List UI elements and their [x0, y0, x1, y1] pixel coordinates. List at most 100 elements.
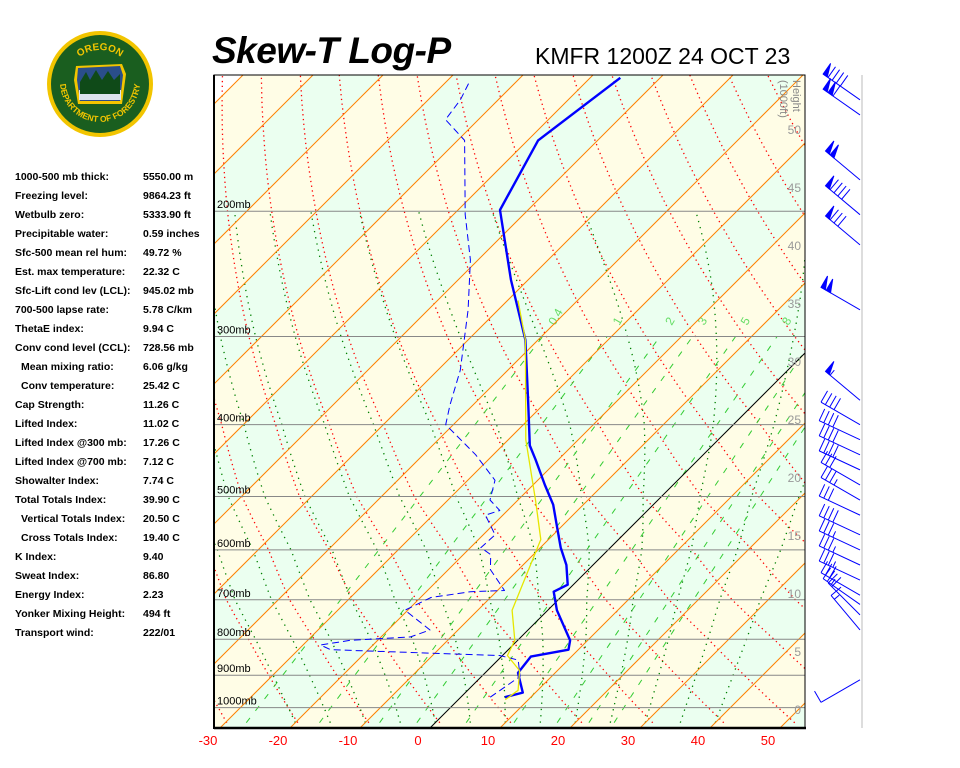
stat-value: 11.02 C [143, 418, 180, 430]
moist-adiabat [214, 297, 366, 723]
wind-barb-feather [830, 586, 842, 596]
dry-adiabat [221, 75, 441, 724]
wind-barb-feather [820, 561, 828, 573]
wind-barb-feather [827, 488, 835, 501]
wind-barb [820, 450, 861, 486]
wind-barb-staff [822, 88, 861, 116]
dry-adiabat [214, 395, 370, 724]
temperature-tick-label: 40 [691, 733, 705, 748]
stat-label: Vertical Totals Index: [21, 513, 126, 525]
wind-barb-feather [832, 510, 839, 523]
temperature-band [780, 703, 805, 728]
wind-barb-staff [820, 477, 861, 501]
stat-value: 25.42 C [143, 380, 180, 392]
temperature-tick-label: 30 [621, 733, 635, 748]
moist-adiabat [491, 210, 590, 723]
stat-label: Lifted Index @700 mb: [15, 456, 127, 468]
wind-barb [822, 63, 861, 101]
wind-barb-pennant [824, 140, 835, 156]
wind-barb-feather [829, 566, 837, 578]
wind-barb [818, 518, 861, 551]
stat-label: K Index: [15, 551, 57, 563]
stat-row: K Index: 9.40 [15, 548, 200, 567]
stat-label: 1000-500 mb thick: [15, 171, 109, 183]
station-time-label: KMFR 1200Z 24 OCT 23 [535, 43, 791, 69]
wind-barb-feather [831, 577, 842, 587]
dry-adiabat [338, 75, 654, 724]
dry-adiabat [689, 75, 805, 286]
wind-barb-feather [818, 408, 826, 421]
wind-barb-feather [814, 690, 822, 703]
stat-label: Wetbulb zero: [15, 209, 85, 221]
wind-barb-staff [825, 215, 861, 246]
wind-barb-staff [822, 73, 861, 101]
wind-barb-feather [827, 538, 835, 551]
mixing-ratio-line [416, 336, 694, 723]
wind-barb-feather [827, 573, 838, 584]
stat-row: Showalter Index: 7.74 C [15, 472, 200, 491]
stat-value: 22.32 C [143, 266, 180, 278]
wind-barb-feather [827, 553, 835, 566]
wind-barb-half-feather [833, 479, 838, 486]
wind-barb [820, 275, 861, 311]
wind-barb-pennant [829, 144, 839, 159]
wind-barb [824, 205, 861, 246]
temperature-band [290, 213, 805, 728]
stat-row: 1000-500 mb thick: 5550.00 m [15, 168, 200, 187]
wind-barb-feather [827, 412, 835, 426]
stat-label: Total Totals Index: [15, 494, 107, 506]
mixing-ratio-line [319, 336, 608, 723]
stat-label: Sfc-500 mean rel hum: [15, 247, 128, 259]
dry-adiabat [807, 0, 960, 723]
stat-row: Transport wind: 222/01 [15, 624, 200, 643]
wind-barb-pennant [822, 63, 832, 78]
pressure-label: 400mb [217, 413, 251, 425]
stat-label: Freezing level: [15, 190, 88, 202]
mixing-ratio-line [613, 426, 805, 723]
wind-barb [818, 484, 861, 516]
dry-adiabat [455, 75, 805, 670]
stat-value: 945.02 mb [143, 285, 194, 297]
height-axis-label: Height (1000ft) [777, 80, 802, 118]
pressure-label: 900mb [217, 663, 251, 675]
height-tick-label: 35 [788, 297, 802, 311]
temperature-tick-label: 0 [414, 733, 421, 748]
stat-label: ThetaE index: [15, 323, 84, 335]
wind-barb-feather [832, 85, 841, 97]
stat-value: 11.26 C [143, 399, 180, 411]
wind-barb [827, 573, 861, 616]
wind-barb [818, 423, 861, 456]
wind-barb-feather [824, 468, 833, 481]
wind-barb-feather [827, 428, 835, 441]
wind-barb-feather [833, 398, 841, 410]
stat-label: 700-500 lapse rate: [15, 304, 109, 316]
mixing-ratio-line [245, 336, 544, 724]
height-tick-label: 45 [788, 181, 802, 195]
stat-value: 39.90 C [143, 494, 180, 506]
wind-barb-feather [820, 390, 828, 403]
dry-adiabat [916, 0, 960, 723]
dry-adiabat [952, 0, 960, 723]
stat-label: Cross Totals Index: [21, 532, 118, 544]
wind-barb-staff [819, 450, 861, 471]
mixing-ratio-label: 2 [662, 314, 678, 327]
temperature-profile-line [498, 76, 622, 699]
wind-barb-staff [819, 420, 861, 441]
height-tick-label: 25 [788, 413, 802, 427]
wind-barb [818, 533, 861, 566]
wind-barb-feather [829, 179, 839, 190]
wind-barb-feather [827, 508, 835, 521]
stat-label: Showalter Index: [15, 475, 100, 487]
wind-barb-staff [819, 560, 861, 581]
wind-barb [822, 78, 861, 116]
wind-barb-feather [833, 212, 843, 224]
moist-adiabat [417, 211, 544, 723]
wind-barb-feather [824, 453, 833, 466]
stat-row: Total Totals Index: 39.90 C [15, 491, 200, 510]
wind-barb-half-feather [832, 531, 837, 538]
wind-barb-staff [820, 462, 861, 486]
wind-barb [818, 549, 861, 581]
wind-barb-feather [818, 503, 826, 517]
oregon-department-of-forestry-logo: OREGON DEPARTMENT OF FORESTRY [47, 31, 153, 137]
wind-barb-feather [832, 430, 839, 443]
